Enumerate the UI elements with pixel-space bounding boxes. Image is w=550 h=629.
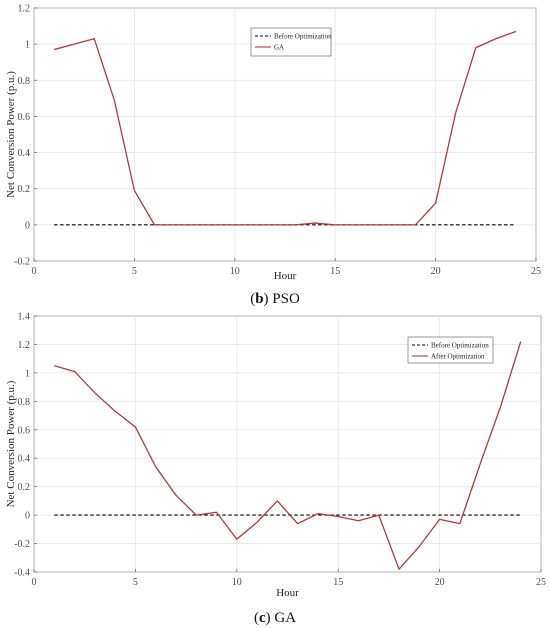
legend-label: GA (274, 44, 284, 52)
y-tick-label: 1.2 (18, 340, 31, 351)
x-tick-label: 25 (531, 266, 541, 277)
y-tick-label: 0.8 (18, 397, 31, 408)
x-tick-label: 0 (32, 577, 37, 588)
legend: Before Optimization After Optimization (407, 336, 494, 364)
y-axis-title: Net Conversion Power (p.u.) (5, 71, 17, 198)
x-tick-label: 15 (333, 577, 343, 588)
y-tick-label: 0.2 (18, 482, 31, 493)
y-tick-label: -0.4 (14, 568, 30, 579)
y-tick-label: 0.4 (18, 148, 31, 159)
y-tick-label: 0.2 (18, 184, 31, 195)
x-tick-label: 5 (133, 577, 138, 588)
y-tick-label: 0.6 (18, 425, 31, 436)
y-tick-label: 0 (25, 511, 30, 522)
legend-label: Before Optimization (274, 33, 332, 41)
y-tick-label: 0.4 (18, 454, 31, 465)
legend-label: After Optimization (431, 353, 485, 361)
y-tick-label: 0.6 (18, 112, 31, 123)
figure-caption: (b) PSO (250, 291, 300, 307)
x-tick-label: 20 (431, 266, 441, 277)
x-axis-title: Hour (274, 270, 297, 282)
legend: Before Optimization GA (250, 27, 332, 57)
x-tick-label: 25 (536, 577, 546, 588)
y-tick-label: 1 (25, 368, 30, 379)
x-tick-label: 10 (232, 577, 242, 588)
y-axis-title: Net Conversion Power (p.u.) (5, 380, 17, 507)
chart-2: 0 5 10 15 20 25 -0.4 -0.2 0 0.2 0.4 0.6 0.8 1 1.2 1.4 Ho… (5, 312, 546, 627)
y-tick-label: 1.4 (18, 312, 31, 323)
y-tick-label: 1 (25, 40, 30, 51)
y-tick-label: -0.2 (14, 257, 30, 268)
optimized-line (53, 30, 517, 226)
x-tick-label: 5 (132, 266, 137, 277)
optimized-line (54, 341, 522, 570)
y-tick-label: -0.2 (14, 539, 30, 550)
legend-box (407, 336, 494, 364)
x-tick-label: 20 (435, 577, 445, 588)
legend-label: Before Optimization (431, 342, 489, 350)
y-tick-label: 1.2 (18, 4, 31, 15)
x-tick-label: 15 (330, 266, 340, 277)
x-tick-label: 0 (32, 266, 37, 277)
y-tick-label: 0 (25, 220, 30, 231)
figure-caption: (c) GA (254, 610, 296, 626)
x-axis-title: Hour (276, 587, 299, 599)
y-tick-label: 0.8 (18, 76, 31, 87)
legend-box (250, 27, 332, 57)
x-tick-label: 10 (230, 266, 240, 277)
